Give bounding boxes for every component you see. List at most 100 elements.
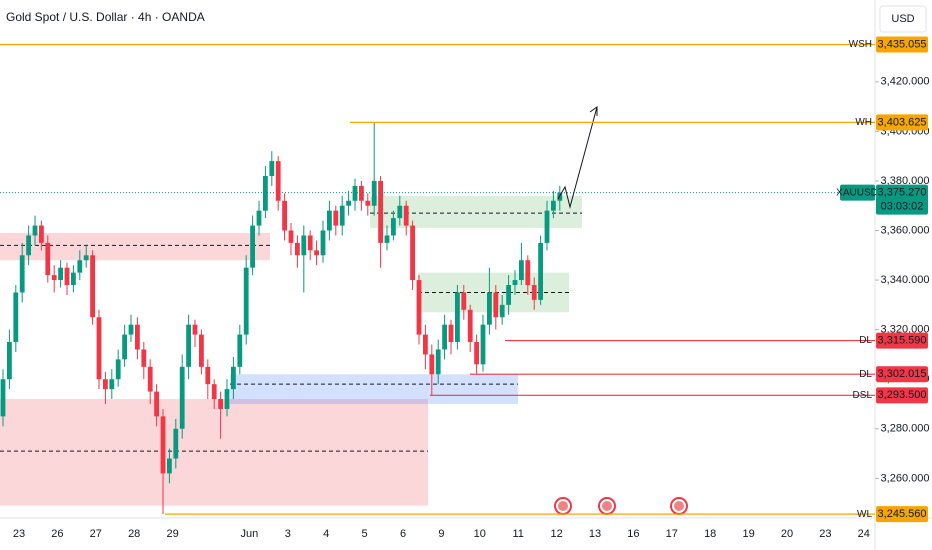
candle-body bbox=[26, 235, 31, 256]
candle-body bbox=[397, 205, 403, 219]
x-tick-label: 10 bbox=[474, 528, 486, 540]
currency-button[interactable] bbox=[879, 5, 927, 33]
candle-body bbox=[365, 200, 371, 206]
candle-body bbox=[403, 205, 409, 226]
candle-body bbox=[506, 285, 511, 305]
level-price-box bbox=[876, 114, 928, 131]
x-tick-label: 18 bbox=[704, 528, 716, 540]
candle-body bbox=[135, 324, 140, 350]
candle-body bbox=[461, 292, 467, 310]
candle-body bbox=[250, 225, 255, 268]
level-price-label: 3,293.500 bbox=[878, 389, 927, 401]
candle-body bbox=[480, 324, 486, 365]
level-name: DL bbox=[859, 369, 872, 380]
candle-body bbox=[352, 185, 358, 201]
x-tick-label: 23 bbox=[13, 528, 25, 540]
candle-body bbox=[90, 255, 95, 318]
candle-body bbox=[416, 280, 422, 335]
candle-body bbox=[19, 255, 25, 293]
currency-label[interactable]: USD bbox=[891, 13, 914, 25]
candle-body bbox=[525, 260, 531, 286]
x-tick-label: Jun bbox=[241, 528, 259, 540]
candle-body bbox=[307, 235, 313, 251]
x-tick-label: 4 bbox=[323, 528, 329, 540]
candle-body bbox=[455, 292, 460, 343]
level-price-label: 3,435.055 bbox=[878, 38, 927, 50]
candle-body bbox=[224, 389, 230, 409]
candle-body bbox=[39, 225, 44, 243]
candle-body bbox=[192, 324, 198, 335]
candle-body bbox=[442, 324, 447, 350]
candle-body bbox=[551, 200, 556, 211]
candle-body bbox=[211, 384, 217, 400]
candle-body bbox=[314, 250, 319, 256]
candle-body bbox=[77, 260, 83, 273]
arrow-head bbox=[589, 106, 598, 116]
candle-body bbox=[391, 218, 396, 236]
candle-body bbox=[32, 225, 38, 236]
x-tick-label: 20 bbox=[781, 528, 793, 540]
candle-body bbox=[378, 180, 383, 243]
y-tick-label: 3,420.000 bbox=[881, 76, 930, 88]
candle-body bbox=[147, 366, 153, 392]
x-tick-label: 11 bbox=[512, 528, 523, 540]
zone bbox=[0, 399, 428, 506]
candle-body bbox=[538, 242, 543, 300]
zone bbox=[0, 232, 270, 261]
level-price-box bbox=[876, 506, 928, 523]
candle-body bbox=[154, 391, 159, 417]
level-name: WL bbox=[857, 509, 872, 520]
y-tick-label: 3,320.000 bbox=[881, 324, 930, 336]
last-price-label: 3,375.270 bbox=[878, 187, 927, 199]
symbol-label: XAUUSD bbox=[836, 187, 878, 198]
x-tick-label: 6 bbox=[400, 528, 406, 540]
candle-body bbox=[288, 230, 294, 243]
candle-body bbox=[179, 366, 185, 429]
candle-body bbox=[160, 416, 166, 474]
x-tick-label: 19 bbox=[742, 528, 754, 540]
candle-body bbox=[448, 324, 454, 343]
event-flag bbox=[674, 501, 684, 511]
last-price-box bbox=[876, 184, 928, 215]
x-tick-label: 17 bbox=[666, 528, 678, 540]
candle-body bbox=[269, 161, 275, 176]
level-name: DL bbox=[859, 335, 872, 346]
candle-body bbox=[167, 458, 172, 474]
candle-body bbox=[237, 334, 243, 367]
candle-body bbox=[301, 235, 307, 256]
candle-body bbox=[141, 349, 147, 367]
level-name: WSH bbox=[849, 39, 872, 50]
candle-body bbox=[423, 334, 428, 355]
candle-body bbox=[487, 292, 492, 325]
x-tick-label: 12 bbox=[550, 528, 562, 540]
symbol-box bbox=[840, 184, 875, 201]
candle-body bbox=[205, 366, 211, 385]
candle-body bbox=[231, 366, 236, 390]
candle-body bbox=[327, 210, 332, 231]
candle-body bbox=[410, 225, 415, 281]
candle-body bbox=[320, 230, 326, 256]
candle-body bbox=[474, 342, 479, 365]
level-price-box bbox=[876, 332, 928, 349]
level-price-label: 3,245.560 bbox=[878, 508, 927, 520]
candle-body bbox=[115, 359, 121, 380]
candle-body bbox=[13, 292, 19, 343]
countdown-label: 03:03:02 bbox=[881, 201, 924, 213]
x-tick-label: 28 bbox=[128, 528, 140, 540]
y-tick-label: 3,260.000 bbox=[881, 472, 930, 484]
candle-body bbox=[71, 272, 76, 286]
candle-body bbox=[173, 428, 179, 459]
candle-body bbox=[256, 210, 262, 226]
candle-body bbox=[0, 379, 6, 417]
y-tick-label: 3,340.000 bbox=[881, 274, 930, 286]
x-tick-label: 23 bbox=[819, 528, 831, 540]
candle-body bbox=[275, 161, 281, 201]
candle-body bbox=[339, 205, 345, 226]
candle-body bbox=[7, 342, 12, 380]
zone bbox=[230, 374, 518, 404]
level-price-box bbox=[876, 36, 928, 53]
candle-body bbox=[58, 267, 63, 281]
candle-body bbox=[199, 334, 204, 367]
level-price-label: 3,403.625 bbox=[878, 116, 927, 128]
